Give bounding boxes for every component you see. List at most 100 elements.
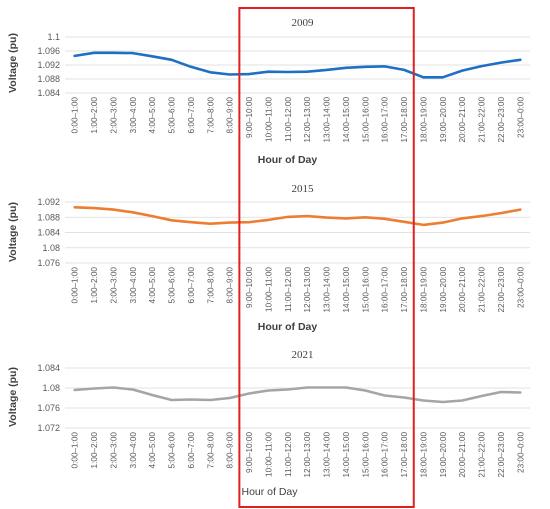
x-tick-label: 1:00–2:00: [90, 267, 99, 304]
y-axis-title: Voltage (pu): [7, 33, 19, 93]
x-tick-label: 17:00–18:00: [400, 432, 409, 478]
data-point: [422, 76, 425, 79]
data-point: [93, 51, 95, 54]
x-tick-label: 6:00–7:00: [187, 267, 196, 304]
x-tick-label: 22:00–23:00: [497, 97, 506, 143]
x-tick-label: 8:00–9:00: [226, 432, 235, 469]
x-tick-label: 2:00–3:00: [109, 267, 118, 304]
y-tick-label: 1.084: [37, 363, 60, 373]
x-tick-label: 23:00–0:00: [516, 267, 525, 308]
data-point: [170, 58, 173, 61]
data-point: [364, 65, 367, 68]
data-point: [209, 222, 212, 225]
x-tick-label: 0:00–1:00: [71, 267, 80, 304]
data-point: [228, 221, 231, 224]
x-tick-label: 17:00–18:00: [400, 267, 409, 313]
x-tick-label: 23:00–0:00: [516, 97, 525, 138]
x-axis-title: Hour of Day: [258, 154, 318, 166]
x-tick-label: 18:00–19:00: [419, 432, 428, 478]
data-point: [131, 211, 134, 214]
x-tick-label: 20:00–21:00: [458, 432, 467, 478]
x-axis-title: Hour of Day: [258, 321, 318, 333]
data-point: [131, 388, 134, 391]
x-tick-label: 10:00–11:00: [264, 267, 273, 312]
data-point: [519, 391, 522, 394]
x-tick-label: 19:00–20:00: [439, 432, 448, 478]
x-tick-label: 14:00–15:00: [342, 432, 351, 478]
data-point: [190, 65, 192, 68]
x-tick-label: 17:00–18:00: [400, 97, 409, 143]
x-tick-label: 21:00–22:00: [478, 432, 487, 478]
data-point: [93, 207, 95, 210]
x-tick-label: 6:00–7:00: [187, 432, 196, 469]
x-tick-label: 15:00–16:00: [361, 432, 370, 478]
x-tick-label: 3:00–4:00: [129, 267, 138, 304]
x-tick-label: 0:00–1:00: [71, 97, 80, 134]
data-point: [422, 399, 425, 402]
x-tick-label: 11:00–12:00: [284, 97, 293, 142]
x-tick-label: 7:00–8:00: [206, 97, 215, 134]
data-point: [73, 55, 76, 57]
x-tick-label: 1:00–2:00: [90, 97, 99, 134]
y-axis-title: Voltage (pu): [7, 367, 19, 427]
x-tick-label: 1:00–2:00: [90, 432, 99, 469]
data-point: [325, 69, 328, 71]
data-point: [345, 217, 347, 220]
x-tick-label: 21:00–22:00: [478, 97, 487, 143]
x-tick-label: 13:00–14:00: [323, 97, 332, 143]
x-tick-label: 9:00–10:00: [245, 97, 254, 138]
data-point: [286, 215, 289, 218]
data-point: [267, 219, 270, 221]
series-line: [73, 206, 522, 227]
data-point: [306, 215, 309, 218]
x-tick-label: 16:00–17:00: [381, 432, 390, 478]
x-tick-label: 4:00–5:00: [148, 432, 157, 469]
x-tick-label: 7:00–8:00: [206, 432, 215, 469]
x-tick-label: 4:00–5:00: [148, 97, 157, 134]
data-point: [345, 66, 347, 69]
data-point: [364, 389, 367, 392]
x-tick-label: 23:00–0:00: [516, 432, 525, 473]
y-tick-label: 1.084: [37, 88, 60, 98]
y-tick-label: 1.08: [42, 383, 60, 393]
x-tick-label: 7:00–8:00: [206, 267, 215, 304]
chart-panel-2021: 1.084 1.08 1.076 1.072 2021 Voltage (pu) 0:00–…: [7, 349, 530, 498]
data-point: [131, 52, 134, 54]
data-point: [345, 386, 347, 389]
data-point: [170, 399, 173, 401]
data-point: [325, 216, 328, 219]
data-point: [209, 71, 212, 74]
chart-title: 2021: [292, 349, 314, 361]
data-point: [500, 391, 502, 393]
data-point: [383, 65, 386, 68]
y-tick-label: 1.1: [47, 32, 60, 42]
data-point: [441, 76, 444, 79]
data-point: [441, 221, 444, 224]
x-tick-label: 9:00–10:00: [245, 267, 254, 308]
x-tick-label: 8:00–9:00: [226, 97, 235, 134]
data-point: [248, 392, 250, 395]
x-tick-label: 11:00–12:00: [284, 432, 293, 477]
x-tick-label: 5:00–6:00: [168, 267, 177, 304]
data-point: [480, 65, 483, 67]
x-tick-label: 12:00–13:00: [303, 267, 312, 313]
x-tick-label: 11:00–12:00: [284, 267, 293, 312]
data-point: [403, 396, 405, 399]
data-point: [519, 58, 522, 61]
x-tick-label: 9:00–10:00: [245, 432, 254, 473]
data-point: [383, 217, 386, 220]
data-point: [151, 394, 154, 396]
y-tick-label: 1.088: [37, 74, 60, 84]
series-line: [73, 51, 522, 79]
x-tick-label: 20:00–21:00: [458, 267, 467, 313]
data-point: [519, 208, 522, 211]
series-line: [73, 386, 522, 404]
data-point: [461, 69, 464, 72]
data-point: [480, 395, 483, 397]
x-tick-label: 22:00–23:00: [497, 432, 506, 478]
x-tick-label: 18:00–19:00: [419, 267, 428, 313]
y-tick-label: 1.076: [37, 258, 60, 268]
data-point: [383, 394, 386, 397]
x-tick-label: 3:00–4:00: [129, 432, 138, 469]
x-tick-label: 4:00–5:00: [148, 267, 157, 304]
